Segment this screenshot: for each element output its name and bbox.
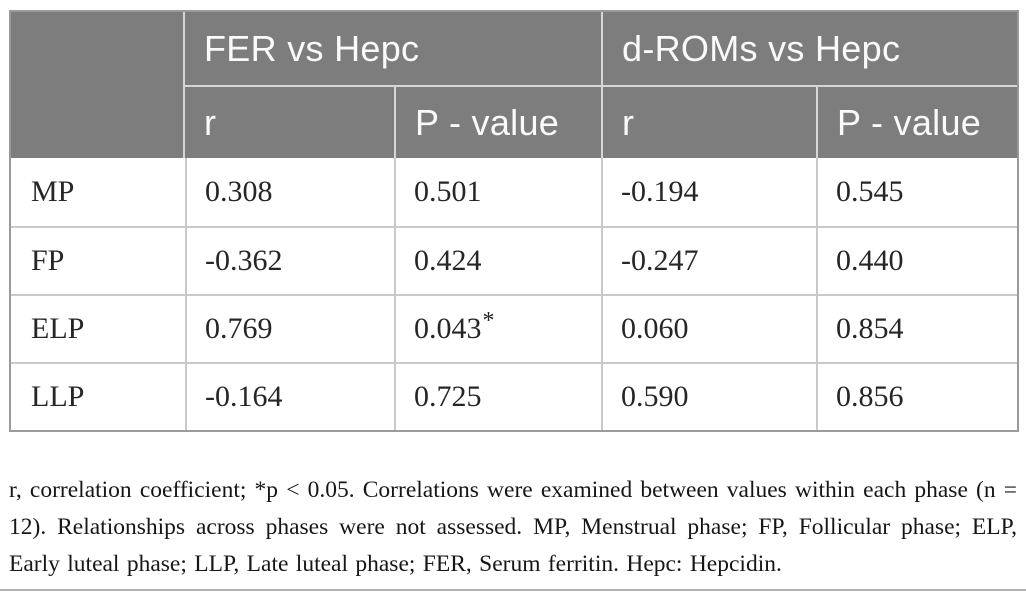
column-header-fer-pvalue: P - value [394,85,601,158]
cell-elp-fer-p: 0.043 * [394,294,601,362]
p-value: 0.043 [414,312,482,345]
row-label-mp: MP [11,158,185,226]
row-label-elp: ELP [11,294,185,362]
cell-fp-fer-p: 0.424 [394,226,601,294]
table-footnote: r, correlation coefficient; *p < 0.05. C… [9,476,1017,577]
cell-elp-fer-r: 0.769 [185,294,394,362]
row-label-llp: LLP [11,362,185,430]
column-header-fer-r: r [185,85,394,158]
group-header-fer-vs-hepc: FER vs Hepc [185,12,601,85]
cell-fp-droms-p: 0.440 [816,226,1017,294]
cell-mp-fer-p: 0.501 [394,158,601,226]
cell-mp-droms-r: -0.194 [601,158,816,226]
cell-elp-droms-p: 0.854 [816,294,1017,362]
cell-mp-fer-r: 0.308 [185,158,394,226]
column-header-droms-r: r [601,85,816,158]
cell-fp-droms-r: -0.247 [601,226,816,294]
cell-mp-droms-p: 0.545 [816,158,1017,226]
cell-llp-droms-p: 0.856 [816,362,1017,430]
column-header-droms-pvalue: P - value [816,85,1017,158]
row-label-fp: FP [11,226,185,294]
group-header-droms-vs-hepc: d-ROMs vs Hepc [601,12,1017,85]
cell-elp-droms-r: 0.060 [601,294,816,362]
cell-llp-fer-p: 0.725 [394,362,601,430]
cell-llp-droms-r: 0.590 [601,362,816,430]
significance-star: * [482,307,495,334]
cell-llp-fer-r: -0.164 [185,362,394,430]
bottom-divider [0,589,1026,591]
cell-fp-fer-r: -0.362 [185,226,394,294]
correlation-table: FER vs Hepc d-ROMs vs Hepc r P - value r… [9,10,1019,432]
corner-cell [11,12,185,158]
